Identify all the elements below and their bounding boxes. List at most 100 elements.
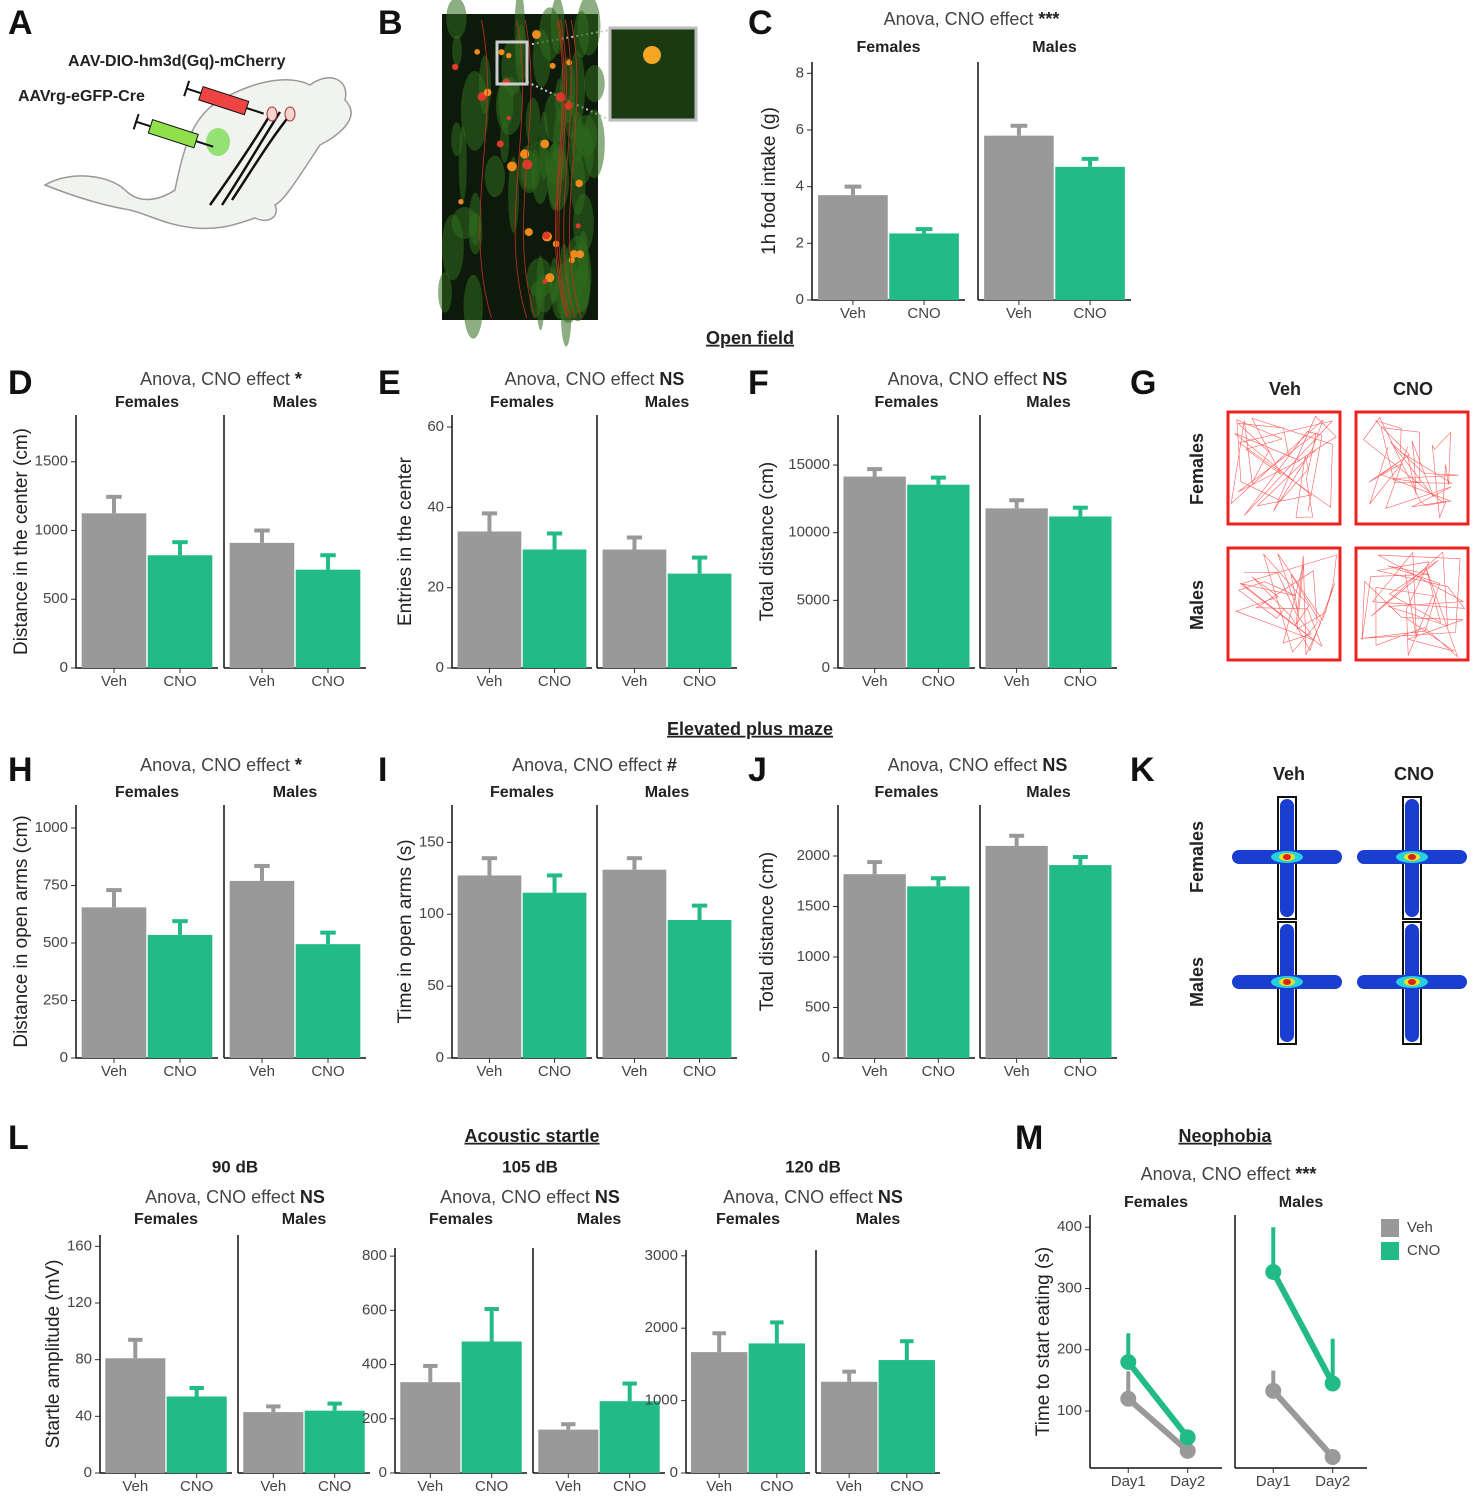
y-axis-label: Total distance (cm) [757,462,778,621]
cell [566,59,572,66]
bar [243,1412,304,1473]
y-tick-label: 0 [60,1049,68,1066]
fiber [523,19,536,319]
significance: * [295,369,302,389]
bar [295,944,361,1058]
facet-title: Males [273,784,318,801]
tissue [499,121,510,163]
x-tick-label: Veh [1006,305,1032,322]
fiber [558,19,571,319]
significance: NS [1042,755,1067,775]
x-tick-label: CNO [538,1063,571,1080]
x-tick-label: Veh [622,673,648,690]
bar [105,1358,166,1473]
track-path [1360,551,1466,658]
y-tick-label: 0 [822,1049,830,1066]
x-tick-label: Day2 [1315,1473,1350,1490]
y-tick-label: 100 [1057,1402,1082,1419]
bar [538,1429,599,1473]
x-tick-label: Day1 [1111,1473,1146,1490]
cell [542,278,548,284]
fiber [569,19,582,319]
tissue [550,0,565,55]
y-axis-label: Entries in the center [395,456,416,626]
tissue [463,274,483,339]
stat-text: Anova, CNO effect [888,369,1038,389]
bar [522,549,587,668]
tissue [584,64,605,103]
track-path [1230,415,1337,518]
grid-row-label: Males [1187,580,1207,630]
x-tick-label: Veh [1004,673,1030,690]
bar [843,874,906,1058]
panel-letter: H [8,751,33,789]
panel-letter: D [8,364,33,402]
panel-letter: J [748,751,767,789]
y-tick-label: 250 [43,991,68,1008]
x-tick-label: Veh [101,1063,127,1080]
y-axis-label: Total distance (cm) [757,852,778,1011]
tissue [508,156,519,233]
facet-title: Females [716,1211,780,1228]
panel-letter: B [378,4,403,42]
y-tick-label: 1000 [35,521,68,538]
chart-title: Anova, CNO effect NS [145,1187,325,1207]
y-tick-label: 1500 [35,453,68,470]
facet-title: Females [134,1211,198,1228]
cell [545,273,555,283]
y-tick-label: 200 [362,1410,387,1427]
point [1179,1442,1196,1459]
cell [643,46,661,64]
y-axis-label: Distance in the center (cm) [11,428,32,655]
y-tick-label: 1000 [35,819,68,836]
track-path [1235,553,1337,656]
syringe-red [183,80,264,116]
facet-title: Females [874,394,938,411]
bar [461,1341,522,1473]
cell [477,92,487,102]
y-axis-label: Startle amplitude (mV) [43,1259,64,1448]
x-tick-label: CNO [1073,305,1106,322]
chart-title: Anova, CNO effect * [140,755,302,775]
y-tick-label: 1500 [797,897,830,914]
x-tick-label: Veh [840,305,866,322]
cell [575,179,583,188]
fiber [514,19,528,319]
cell [496,140,504,148]
grid-row-label: Males [1187,957,1207,1007]
heat-core [1283,979,1291,985]
bar [667,573,732,668]
y-axis-label: Distance in open arms (cm) [11,815,32,1047]
stat-text: Anova, CNO effect [888,755,1038,775]
fiber [554,19,568,319]
track-border [1354,546,1470,662]
inset-box [495,40,529,86]
tissue [583,109,605,179]
stat-text: Anova, CNO effect [140,755,290,775]
y-tick-label: 0 [436,1049,444,1066]
bar [304,1410,365,1473]
x-tick-label: CNO [683,673,716,690]
bar [81,907,147,1058]
cell [458,199,464,205]
facet-title: Females [856,39,920,56]
stat-text: Anova, CNO effect [440,1187,590,1207]
grid-row-label: Females [1187,821,1207,893]
x-tick-label: CNO [922,673,955,690]
series-line [1271,1388,1335,1459]
tissue [484,155,506,198]
bar [602,549,667,668]
cell [570,250,578,258]
bar [147,555,213,668]
bar [690,1352,748,1473]
bar [907,484,970,668]
bar [889,233,959,300]
bar [907,886,970,1058]
x-tick-label: CNO [760,1478,793,1495]
point [1120,1390,1137,1407]
facet-title: Males [1026,784,1071,801]
syringe-green [132,113,214,149]
section-title: Neophobia [1179,1126,1273,1146]
x-tick-label: Veh [249,673,275,690]
